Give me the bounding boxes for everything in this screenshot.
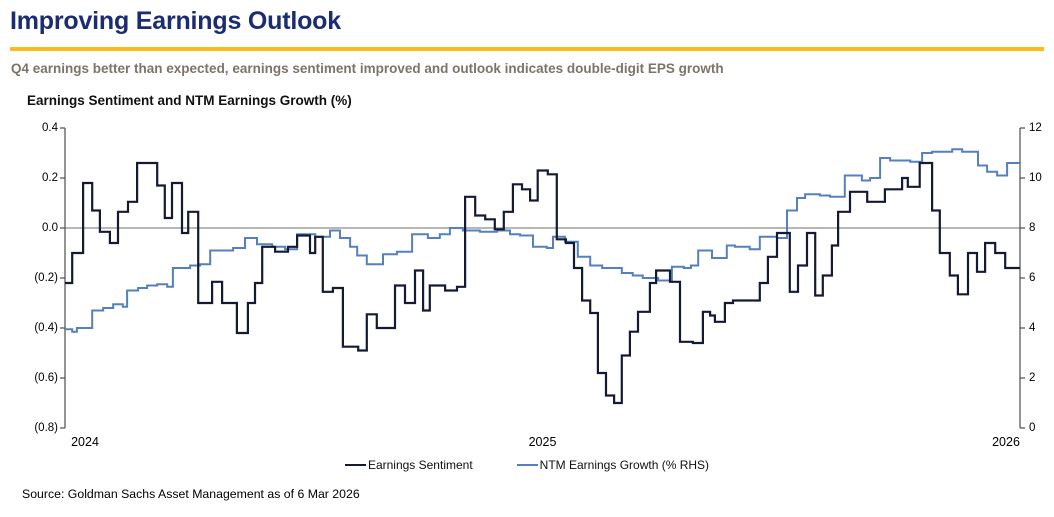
axes [60, 127, 1025, 429]
legend-item-earnings-sentiment: Earnings Sentiment [344, 458, 473, 472]
ntm-growth-line [65, 148, 1020, 333]
legend-label-earnings-sentiment: Earnings Sentiment [367, 458, 473, 472]
right-axis-tick-label: 2 [1029, 372, 1036, 384]
left-axis-tick-label: (0.2) [34, 272, 58, 284]
source-attribution: Source: Goldman Sachs Asset Management a… [22, 487, 360, 501]
chart-plot-area [60, 127, 1025, 429]
earnings-sentiment-line-swatch-icon [344, 463, 366, 467]
right-axis-tick-label: 12 [1029, 122, 1042, 134]
left-axis-tick-label: 0.4 [42, 122, 58, 134]
title-underline-rule [10, 47, 1044, 51]
x-axis-tick-label: 2024 [71, 435, 99, 449]
subtitle: Q4 earnings better than expected, earnin… [11, 61, 724, 76]
x-axis-tick-label: 2026 [992, 435, 1020, 449]
right-axis-tick-label: 0 [1029, 422, 1036, 434]
left-axis-tick-label: 0.0 [42, 222, 58, 234]
left-axis-tick-label: (0.4) [34, 322, 58, 334]
x-axis-tick-label: 2025 [528, 435, 557, 449]
left-axis-tick-label: (0.8) [34, 422, 58, 434]
right-axis-tick-label: 10 [1029, 172, 1042, 184]
right-axis-tick-label: 4 [1029, 322, 1036, 334]
earnings-sentiment-line [65, 161, 1020, 405]
ntm-growth-line-swatch-icon [516, 463, 538, 467]
right-axis-tick-label: 8 [1029, 222, 1036, 234]
left-axis-tick-label: 0.2 [42, 172, 58, 184]
chart-legend: Earnings Sentiment NTM Earnings Growth (… [0, 458, 1054, 472]
right-axis-tick-label: 6 [1029, 272, 1036, 284]
legend-label-ntm-growth: NTM Earnings Growth (% RHS) [539, 458, 710, 472]
legend-item-ntm-growth: NTM Earnings Growth (% RHS) [516, 458, 710, 472]
chart-title: Earnings Sentiment and NTM Earnings Grow… [27, 93, 352, 108]
left-axis-tick-label: (0.6) [34, 372, 58, 384]
page-title: Improving Earnings Outlook [10, 7, 341, 35]
